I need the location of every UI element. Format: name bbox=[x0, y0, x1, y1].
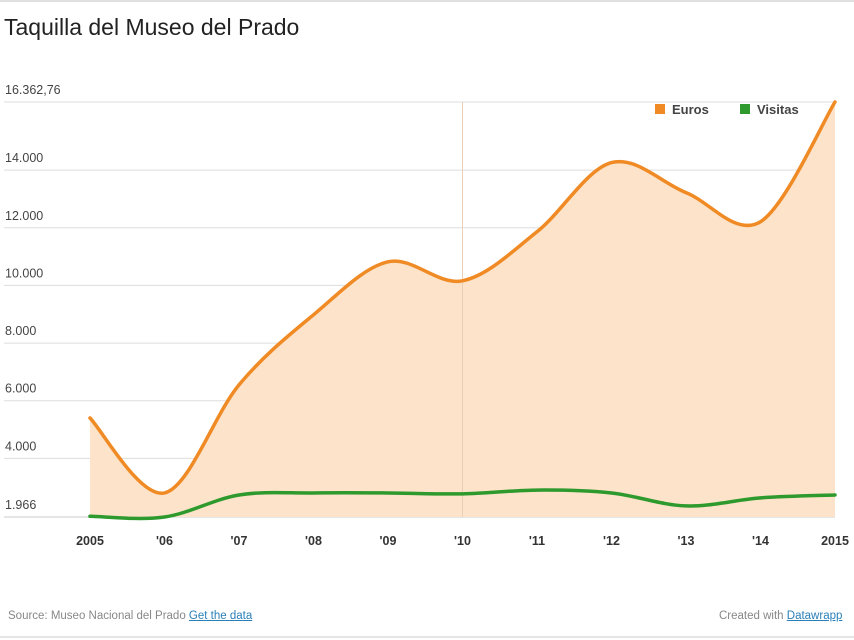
legend-swatch-euros bbox=[655, 104, 665, 114]
y-tick-label: 16.362,76 bbox=[5, 83, 61, 97]
source-label: Source: Museo Nacional del Prado bbox=[8, 610, 186, 622]
y-tick-label: 1.966 bbox=[5, 498, 36, 512]
y-tick-label: 6.000 bbox=[5, 382, 36, 396]
y-tick-label: 10.000 bbox=[5, 266, 43, 280]
x-tick-label: '08 bbox=[305, 534, 322, 548]
x-tick-label: '11 bbox=[529, 534, 545, 548]
x-tick-label: '10 bbox=[454, 534, 471, 548]
y-tick-label: 8.000 bbox=[5, 324, 36, 338]
created-label: Created with bbox=[719, 610, 784, 622]
legend-label-visitas: Visitas bbox=[757, 102, 799, 117]
x-tick-label: '12 bbox=[603, 534, 620, 548]
legend-label-euros: Euros bbox=[672, 102, 709, 117]
y-tick-label: 14.000 bbox=[5, 151, 43, 165]
chart-title: Taquilla del Museo del Prado bbox=[4, 14, 300, 40]
x-tick-label: '13 bbox=[678, 534, 695, 548]
top-border bbox=[0, 0, 854, 2]
footer-source: Source: Museo Nacional del Prado Get the… bbox=[8, 610, 252, 622]
x-tick-label: '09 bbox=[380, 534, 397, 548]
bottom-border bbox=[0, 636, 854, 638]
get-data-link[interactable]: Get the data bbox=[188, 610, 253, 622]
y-tick-label: 12.000 bbox=[5, 209, 43, 223]
x-tick-label: '07 bbox=[231, 534, 248, 548]
x-tick-label: 2015 bbox=[821, 534, 849, 548]
datawrapper-link[interactable]: Datawrapp bbox=[786, 610, 843, 622]
x-tick-label: '14 bbox=[752, 534, 769, 548]
x-tick-label: 2005 bbox=[76, 534, 104, 548]
y-tick-label: 4.000 bbox=[5, 439, 36, 453]
legend-swatch-visitas bbox=[740, 104, 750, 114]
footer-credit: Created with Datawrapp bbox=[719, 610, 842, 622]
x-tick-label: '06 bbox=[156, 534, 173, 548]
